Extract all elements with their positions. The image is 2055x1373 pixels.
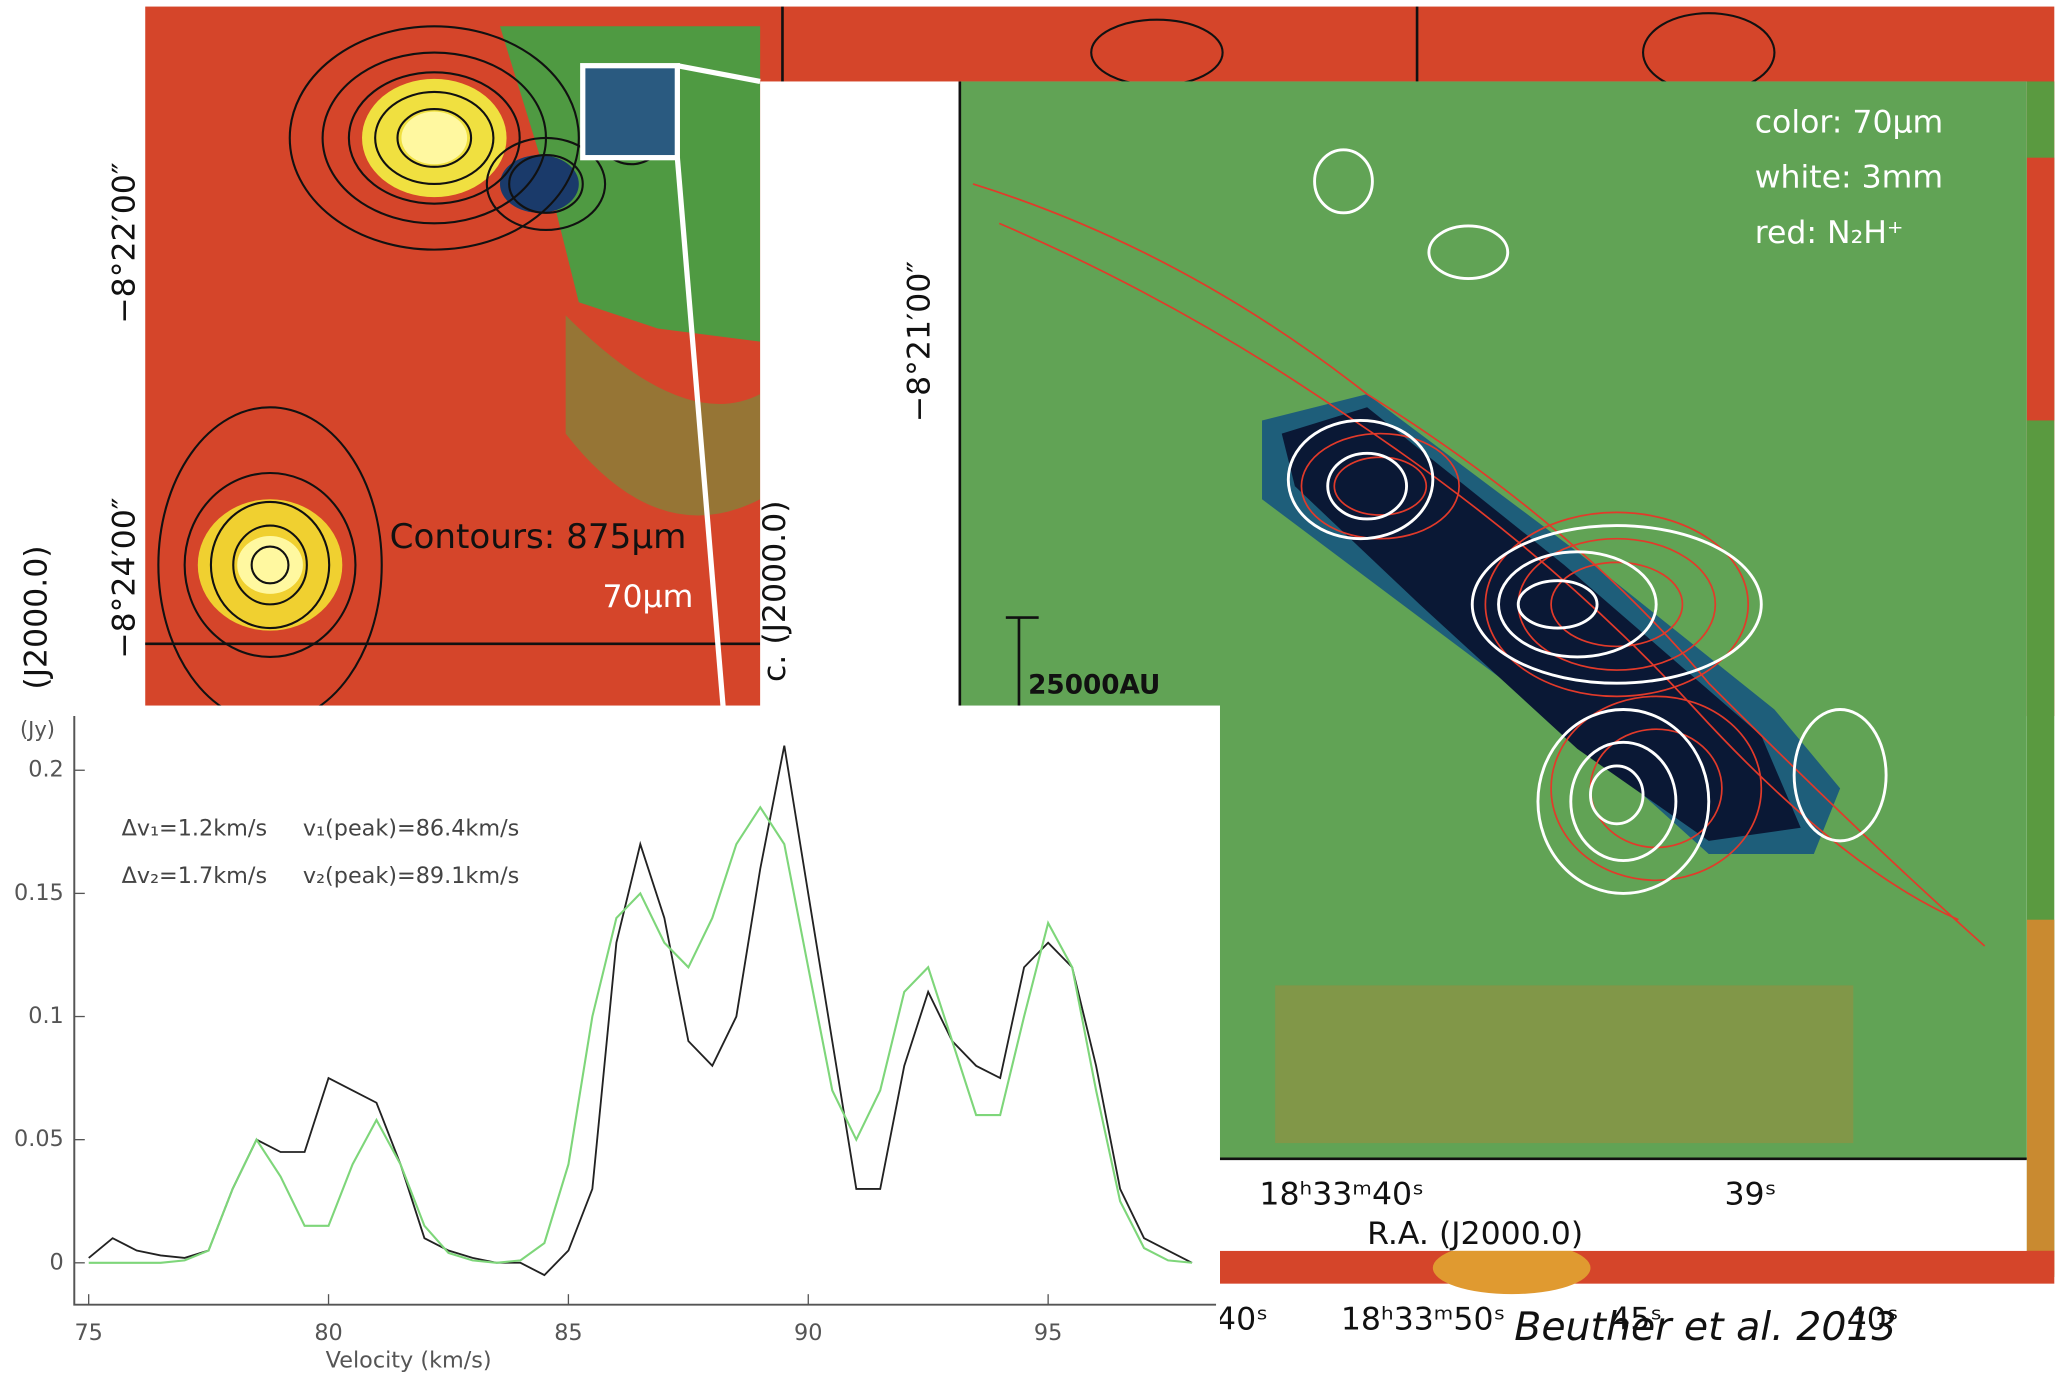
ra-label: 18ʰ33ᵐ40ˢ — [1259, 1177, 1423, 1213]
x-tick-label: 90 — [794, 1320, 822, 1346]
annotation: v₁(peak)=86.4km/s — [303, 816, 519, 842]
series-line — [88, 805, 1193, 1264]
y-tick-label: 0.15 — [14, 880, 64, 906]
ra-label: 40ˢ — [1847, 1301, 1899, 1337]
dec-label: −8°21′00″ — [901, 261, 937, 423]
y-tick-label: 0.2 — [28, 757, 64, 783]
dec-label: −8°22′00″ — [107, 162, 143, 324]
citation: Beuther et al. 2013 — [1514, 1304, 1896, 1350]
y-axis-label: (Jy) — [20, 717, 55, 742]
scale-bar-label: 25000AU — [1028, 670, 1160, 700]
legend-entry: white: 3mm — [1755, 160, 1943, 196]
x-tick-label: 95 — [1034, 1320, 1062, 1346]
y-tick-label: 0 — [50, 1249, 64, 1275]
x-tick-label: 85 — [554, 1320, 582, 1346]
spectrum-chart: 75 80 85 90 95 0 0.05 0.1 0.15 0.2 Velocity (km/s)… — [0, 705, 1220, 1373]
annotation: Δv₁=1.2km/s — [122, 816, 268, 842]
ra-label: 40ˢ — [1216, 1301, 1268, 1337]
ra-label: 45ˢ — [1610, 1301, 1662, 1337]
x-tick-label: 75 — [74, 1320, 102, 1346]
ra-label: 39ˢ — [1725, 1177, 1777, 1213]
ra-label: 18ʰ33ᵐ50ˢ — [1341, 1301, 1505, 1337]
contours-note: Contours: 875µm — [390, 517, 687, 557]
axis-label: (J2000.0) — [18, 545, 54, 689]
zoom-map — [760, 81, 2027, 1251]
legend-entry: color: 70µm — [1755, 105, 1944, 141]
color-note: 70µm — [602, 579, 693, 615]
axis-label: R.A. (J2000.0) — [1367, 1216, 1583, 1252]
annotation: Δv₂=1.7km/s — [122, 863, 268, 889]
y-tick-label: 0.05 — [14, 1126, 64, 1152]
series-line — [88, 745, 1193, 1277]
x-axis-label: Velocity (km/s) — [326, 1348, 492, 1373]
x-tick-label: 80 — [314, 1320, 342, 1346]
dec-label: −8°24′00″ — [107, 497, 143, 659]
axes — [73, 716, 1217, 1306]
legend-entry: red: N₂H⁺ — [1755, 215, 1904, 251]
annotation: v₂(peak)=89.1km/s — [303, 863, 519, 889]
axis-label: c. (J2000.0) — [757, 500, 793, 682]
y-tick-label: 0.1 — [28, 1003, 64, 1029]
